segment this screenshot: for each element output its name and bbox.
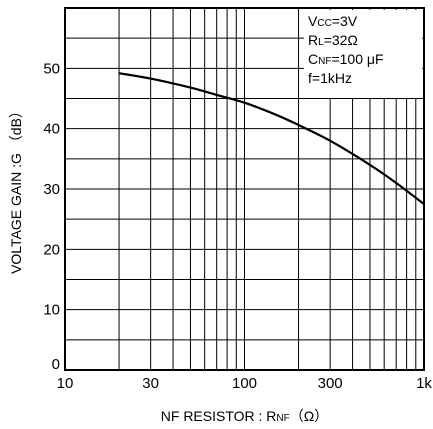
conditions-box: VCC=3V RL=32Ω CNF=100 μF f=1kHz (304, 10, 422, 98)
condition-symbol: C (308, 51, 318, 67)
conditions-box-bg (304, 10, 422, 98)
x-axis-label-unit: （Ω） (290, 408, 328, 424)
y-tick-label: 10 (43, 302, 60, 319)
y-tick-label: 30 (43, 181, 60, 198)
x-tick-label: 1k (416, 375, 432, 392)
condition-symbol: f (308, 70, 312, 86)
condition-value: =32Ω (324, 32, 358, 48)
y-tick-labels: 0 10 20 30 40 50 (43, 60, 60, 373)
x-tick-label: 300 (318, 375, 343, 392)
condition-value: =100 μF (331, 51, 383, 67)
condition-line: VCC=3V (308, 13, 358, 29)
x-axis-label-sub: NF (276, 413, 289, 424)
condition-line: RL=32Ω (308, 32, 358, 48)
series-line (118, 72, 425, 205)
x-tick-label: 30 (142, 375, 159, 392)
condition-subscript: CC (317, 18, 331, 29)
condition-symbol: R (308, 32, 318, 48)
condition-subscript: NF (318, 56, 331, 67)
condition-value: =3V (332, 13, 358, 29)
y-axis-label: VOLTAGE GAIN :G （dB） (8, 104, 24, 274)
condition-value: =1kHz (312, 70, 352, 86)
y-tick-label: 0 (52, 356, 60, 373)
y-tick-label: 20 (43, 241, 60, 258)
y-tick-label: 40 (43, 121, 60, 138)
x-tick-label: 10 (57, 375, 74, 392)
plot-frame (64, 7, 425, 371)
y-tick-label: 50 (43, 60, 60, 77)
x-tick-labels: 10 30 100 300 1k (57, 375, 433, 392)
condition-line: f=1kHz (308, 70, 352, 86)
x-axis-label-main: NF RESISTOR : R (161, 408, 277, 424)
condition-subscript: L (318, 37, 324, 48)
condition-line: CNF=100 μF (308, 51, 384, 67)
x-tick-label: 100 (232, 375, 257, 392)
condition-symbol: V (308, 13, 318, 29)
x-axis-label: NF RESISTOR : RNF（Ω） (161, 408, 328, 424)
